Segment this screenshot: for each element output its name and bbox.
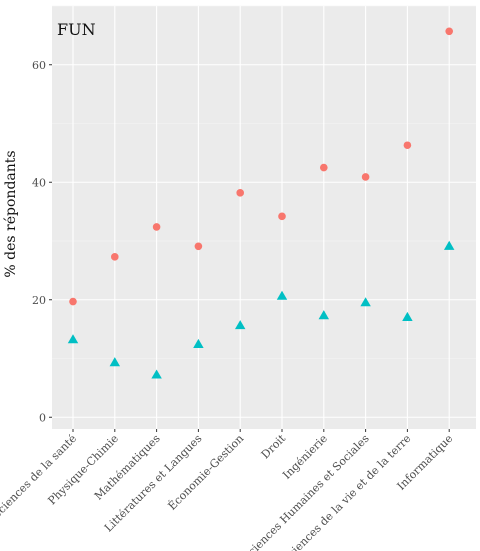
y-tick-label: 20: [32, 294, 46, 307]
data-point-triangle: [151, 369, 162, 379]
x-tick-label: Physique-Chimie: [45, 432, 120, 507]
data-point-triangle: [360, 297, 371, 307]
data-point-circle: [403, 141, 412, 150]
data-point-triangle: [443, 240, 455, 250]
data-point-circle: [361, 173, 370, 181]
y-tick-layer: 0 20 40 60: [32, 59, 52, 424]
data-point-circle: [278, 212, 286, 221]
panel-title: FUN: [57, 20, 96, 39]
y-tick-label: 40: [32, 176, 46, 189]
data-point-circle: [111, 253, 119, 261]
data-point-circle: [69, 297, 77, 306]
data-point-triangle: [193, 338, 204, 348]
data-point-circle: [152, 223, 161, 231]
data-point-triangle: [234, 320, 246, 330]
data-layer: [67, 27, 455, 379]
data-point-triangle: [276, 290, 288, 300]
data-point-circle: [194, 242, 203, 251]
x-tick-label: Droit: [259, 432, 289, 462]
y-axis-label: % des répondants: [3, 150, 19, 277]
x-tick-layer: Sciences de la santéPhysique-ChimieMathé…: [0, 429, 455, 551]
data-point-triangle: [67, 334, 79, 344]
x-tick-label: Économie-Gestion: [165, 431, 247, 513]
data-point-circle: [236, 189, 244, 197]
y-tick-label: 60: [32, 59, 46, 72]
y-tick-label: 0: [39, 411, 46, 424]
data-point-triangle: [402, 311, 413, 321]
data-point-triangle: [318, 310, 330, 320]
data-point-triangle: [109, 357, 121, 367]
data-point-circle: [320, 163, 328, 172]
data-point-circle: [445, 27, 454, 36]
